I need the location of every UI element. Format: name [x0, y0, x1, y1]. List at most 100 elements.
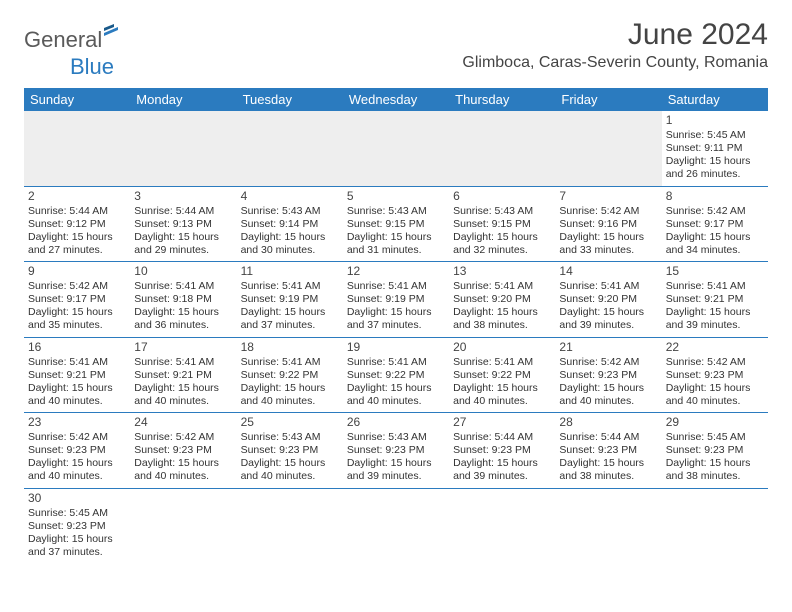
sunset-line: Sunset: 9:20 PM: [453, 293, 551, 306]
sunrise-line: Sunrise: 5:41 AM: [559, 280, 657, 293]
flag-icon: [104, 24, 128, 47]
sunrise-line: Sunrise: 5:41 AM: [28, 356, 126, 369]
daylight-line-2: and 37 minutes.: [28, 546, 126, 559]
sunset-line: Sunset: 9:23 PM: [134, 444, 232, 457]
calendar-row: 9Sunrise: 5:42 AMSunset: 9:17 PMDaylight…: [24, 262, 768, 338]
daylight-line-2: and 36 minutes.: [134, 319, 232, 332]
day-number: 22: [666, 340, 764, 355]
day-number: 8: [666, 189, 764, 204]
sunrise-line: Sunrise: 5:42 AM: [666, 205, 764, 218]
month-title: June 2024: [462, 18, 768, 52]
daylight-line-1: Daylight: 15 hours: [666, 155, 764, 168]
daylight-line-2: and 33 minutes.: [559, 244, 657, 257]
day-number: 4: [241, 189, 339, 204]
calendar-cell: 23Sunrise: 5:42 AMSunset: 9:23 PMDayligh…: [24, 413, 130, 489]
calendar-cell: 22Sunrise: 5:42 AMSunset: 9:23 PMDayligh…: [662, 337, 768, 413]
calendar-page: General June 2024 Glimboca, Caras-Severi…: [0, 0, 792, 581]
daylight-line-2: and 39 minutes.: [347, 470, 445, 483]
calendar-cell: [24, 111, 130, 186]
sunset-line: Sunset: 9:19 PM: [241, 293, 339, 306]
daylight-line-2: and 31 minutes.: [347, 244, 445, 257]
sunset-line: Sunset: 9:21 PM: [666, 293, 764, 306]
sunrise-line: Sunrise: 5:41 AM: [241, 280, 339, 293]
calendar-row: 16Sunrise: 5:41 AMSunset: 9:21 PM Dayligh…: [24, 337, 768, 413]
calendar-cell: 13Sunrise: 5:41 AMSunset: 9:20 PMDayligh…: [449, 262, 555, 338]
calendar-cell: 30Sunrise: 5:45 AMSunset: 9:23 PMDayligh…: [24, 488, 130, 563]
calendar-cell: [237, 111, 343, 186]
dayname-sun: Sunday: [24, 88, 130, 111]
sunrise-line: Sunrise: 5:44 AM: [28, 205, 126, 218]
dayname-row: Sunday Monday Tuesday Wednesday Thursday…: [24, 88, 768, 111]
sunset-line: Sunset: 9:16 PM: [559, 218, 657, 231]
daylight-line-1: Daylight: 15 hours: [666, 382, 764, 395]
day-number: 2: [28, 189, 126, 204]
calendar-cell: 21Sunrise: 5:42 AMSunset: 9:23 PMDayligh…: [555, 337, 661, 413]
calendar-cell: 26Sunrise: 5:43 AMSunset: 9:23 PMDayligh…: [343, 413, 449, 489]
daylight-line-1: Daylight: 15 hours: [453, 306, 551, 319]
day-number: 11: [241, 264, 339, 279]
sunset-line: Sunset: 9:23 PM: [666, 369, 764, 382]
sunrise-line: Sunrise: 5:42 AM: [559, 205, 657, 218]
calendar-cell: 11Sunrise: 5:41 AMSunset: 9:19 PMDayligh…: [237, 262, 343, 338]
sunset-line: Sunset: 9:14 PM: [241, 218, 339, 231]
calendar-cell: [662, 488, 768, 563]
day-number: 17: [134, 340, 232, 355]
calendar-cell: 17Sunrise: 5:41 AMSunset: 9:21 PMDayligh…: [130, 337, 236, 413]
day-number: 1: [666, 113, 764, 128]
day-number: 12: [347, 264, 445, 279]
sunrise-line: Sunrise: 5:45 AM: [666, 129, 764, 142]
dayname-thu: Thursday: [449, 88, 555, 111]
daylight-line-1: Daylight: 15 hours: [666, 457, 764, 470]
brand-part1: General: [24, 27, 102, 53]
daylight-line-2: and 35 minutes.: [28, 319, 126, 332]
day-number: 21: [559, 340, 657, 355]
day-number: 28: [559, 415, 657, 430]
calendar-cell: [130, 488, 236, 563]
sunset-line: Sunset: 9:21 PM: [28, 369, 126, 382]
calendar-cell: [555, 111, 661, 186]
day-number: 30: [28, 491, 126, 506]
calendar-row: 23Sunrise: 5:42 AMSunset: 9:23 PMDayligh…: [24, 413, 768, 489]
calendar-cell: 15Sunrise: 5:41 AMSunset: 9:21 PMDayligh…: [662, 262, 768, 338]
daylight-line-1: Daylight: 15 hours: [347, 306, 445, 319]
daylight-line-2: and 38 minutes.: [453, 319, 551, 332]
daylight-line-1: Daylight: 15 hours: [666, 306, 764, 319]
daylight-line-1: Daylight: 15 hours: [347, 457, 445, 470]
daylight-line-1: Daylight: 15 hours: [241, 306, 339, 319]
daylight-line-1: Daylight: 15 hours: [28, 533, 126, 546]
daylight-line-2: and 40 minutes.: [241, 470, 339, 483]
calendar-cell: [343, 111, 449, 186]
sunset-line: Sunset: 9:23 PM: [28, 444, 126, 457]
daylight-line-2: and 37 minutes.: [347, 319, 445, 332]
sunrise-line: Sunrise: 5:43 AM: [453, 205, 551, 218]
calendar-cell: [343, 488, 449, 563]
day-number: 9: [28, 264, 126, 279]
day-number: 27: [453, 415, 551, 430]
sunset-line: Sunset: 9:23 PM: [666, 444, 764, 457]
calendar-cell: 25Sunrise: 5:43 AMSunset: 9:23 PMDayligh…: [237, 413, 343, 489]
calendar-cell: 9Sunrise: 5:42 AMSunset: 9:17 PMDaylight…: [24, 262, 130, 338]
daylight-line-1: Daylight: 15 hours: [134, 231, 232, 244]
daylight-line-1: Daylight: 15 hours: [559, 457, 657, 470]
calendar-cell: [237, 488, 343, 563]
calendar-cell: 19Sunrise: 5:41 AMSunset: 9:22 PMDayligh…: [343, 337, 449, 413]
sunset-line: Sunset: 9:15 PM: [347, 218, 445, 231]
sunrise-line: Sunrise: 5:42 AM: [28, 280, 126, 293]
sunset-line: Sunset: 9:17 PM: [666, 218, 764, 231]
sunrise-line: Sunrise: 5:42 AM: [559, 356, 657, 369]
dayname-mon: Monday: [130, 88, 236, 111]
daylight-line-2: and 34 minutes.: [666, 244, 764, 257]
daylight-line-1: Daylight: 15 hours: [241, 231, 339, 244]
daylight-line-2: and 40 minutes.: [134, 470, 232, 483]
calendar-table: Sunday Monday Tuesday Wednesday Thursday…: [24, 88, 768, 563]
brand-logo: General: [24, 24, 128, 55]
calendar-cell: 6Sunrise: 5:43 AMSunset: 9:15 PMDaylight…: [449, 186, 555, 262]
calendar-row: 30Sunrise: 5:45 AMSunset: 9:23 PMDayligh…: [24, 488, 768, 563]
sunset-line: Sunset: 9:11 PM: [666, 142, 764, 155]
daylight-line-2: and 40 minutes.: [559, 395, 657, 408]
brand-part2: Blue: [70, 54, 114, 79]
day-number: 16: [28, 340, 126, 355]
sunrise-line: Sunrise: 5:41 AM: [666, 280, 764, 293]
daylight-line-2: and 26 minutes.: [666, 168, 764, 181]
daylight-line-1: Daylight: 15 hours: [28, 457, 126, 470]
